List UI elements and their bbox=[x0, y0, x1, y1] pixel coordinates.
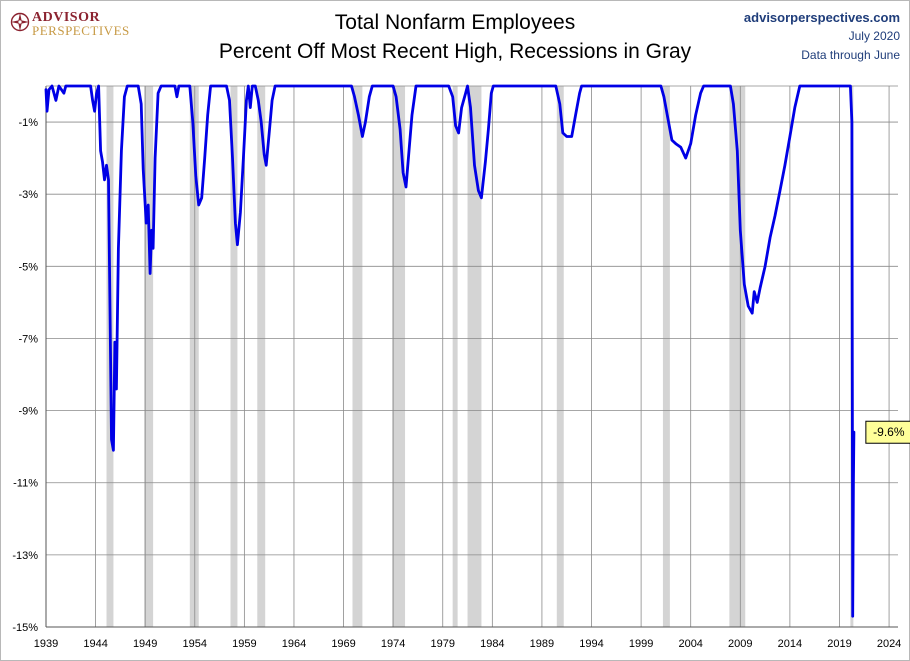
y-tick-label: -15% bbox=[12, 622, 38, 634]
y-tick-label: -5% bbox=[18, 261, 38, 273]
x-tick-label: 1984 bbox=[480, 638, 504, 650]
recession-band bbox=[257, 86, 266, 627]
recession-band bbox=[392, 86, 406, 627]
annotation-label: -9.6% bbox=[873, 425, 905, 439]
logo-wordmark-line1: ADVISOR bbox=[32, 10, 101, 25]
compass-rose-icon bbox=[10, 12, 30, 32]
x-tick-labels: 1939 1944 1949 1954 1959 1964 1969 1974 1979 1984… bbox=[34, 638, 902, 650]
x-tick-label: 1989 bbox=[530, 638, 554, 650]
logo-wordmark-line2: PERSPECTIVES bbox=[32, 23, 130, 38]
source-info: advisorperspectives.com July 2020 Data t… bbox=[744, 8, 900, 65]
x-tick-label: 1979 bbox=[430, 638, 454, 650]
y-tick-label: -13% bbox=[12, 550, 38, 562]
advisor-perspectives-logo: ADVISOR PERSPECTIVES bbox=[10, 10, 135, 38]
gridlines bbox=[46, 86, 898, 628]
x-tick-label: 2024 bbox=[877, 638, 901, 650]
recession-band bbox=[189, 86, 199, 627]
x-tick-label: 1944 bbox=[83, 638, 107, 650]
series-line bbox=[44, 84, 856, 618]
y-tick-label: -11% bbox=[13, 478, 38, 490]
x-tick-label: 1994 bbox=[579, 638, 603, 650]
x-tick-label: 1969 bbox=[331, 638, 355, 650]
x-tick-label: 2009 bbox=[728, 638, 752, 650]
x-tick-label: 1999 bbox=[629, 638, 653, 650]
recession-band bbox=[662, 86, 670, 627]
recession-bands bbox=[46, 86, 898, 627]
annotation-box bbox=[865, 420, 910, 444]
x-tick-label: 2014 bbox=[778, 638, 802, 650]
recession-band bbox=[467, 86, 482, 627]
series-layer bbox=[44, 84, 856, 618]
chart-title: Total Nonfarm Employees bbox=[334, 11, 576, 34]
chart-heading: Total Nonfarm Employees Percent Off Most… bbox=[150, 8, 760, 66]
recession-band bbox=[352, 86, 363, 627]
recession-band bbox=[144, 86, 154, 627]
x-tick-label: 2004 bbox=[678, 638, 702, 650]
recession-band bbox=[230, 86, 238, 627]
y-tick-label: -1% bbox=[18, 117, 38, 129]
y-tick-label: -3% bbox=[18, 189, 38, 201]
x-tick-label: 1954 bbox=[183, 638, 207, 650]
recession-band bbox=[452, 86, 458, 627]
chart-subtitle: Percent Off Most Recent High, Recessions… bbox=[218, 40, 692, 63]
y-tick-label: -7% bbox=[18, 333, 38, 345]
annotation-layer: -9.6% bbox=[865, 420, 910, 444]
x-tick-label: 1949 bbox=[133, 638, 157, 650]
source-note: Data through June bbox=[801, 48, 900, 62]
x-tick-label: 1959 bbox=[232, 638, 256, 650]
x-tick-label: 1964 bbox=[282, 638, 306, 650]
recession-band bbox=[556, 86, 564, 627]
x-tick-label: 1939 bbox=[34, 638, 58, 650]
y-tick-label: -9% bbox=[18, 406, 38, 418]
x-tick-label: 2019 bbox=[827, 638, 851, 650]
y-tick-labels: -1% -3% -5% -7% -9% -11% -13% -15% bbox=[12, 117, 38, 634]
source-date: July 2020 bbox=[848, 29, 900, 43]
x-tick-label: 1974 bbox=[381, 638, 405, 650]
source-site: advisorperspectives.com bbox=[743, 10, 900, 25]
